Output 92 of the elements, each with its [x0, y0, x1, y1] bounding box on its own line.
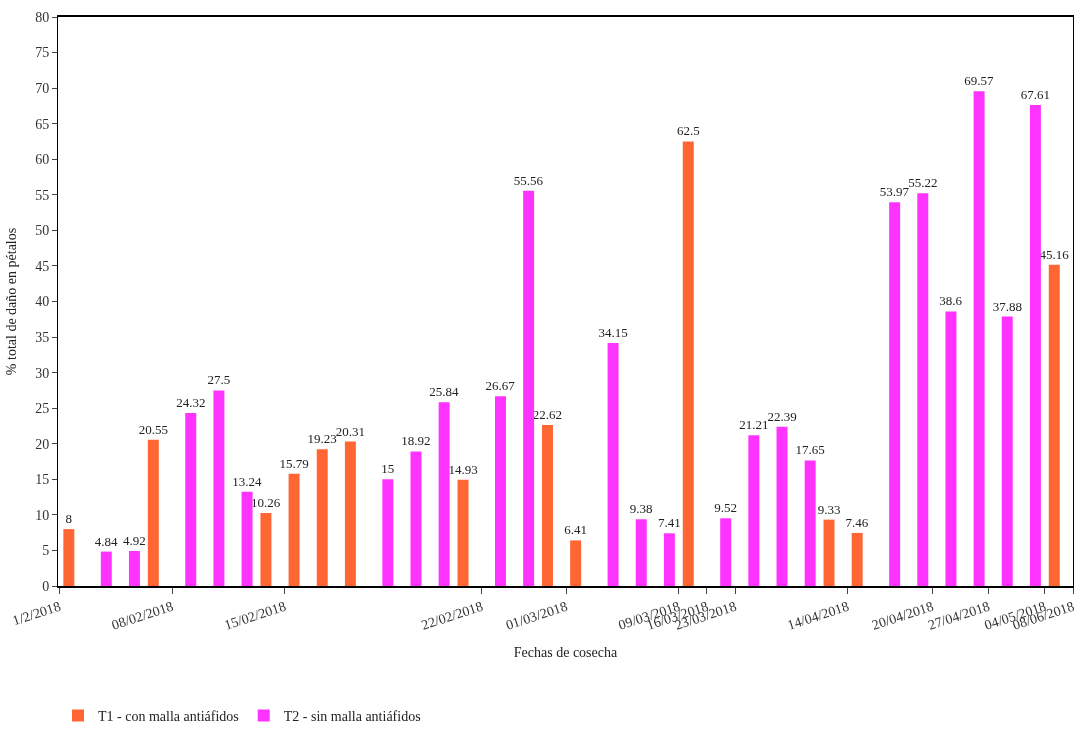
data-label: 8	[65, 511, 73, 527]
data-label: 62.5	[676, 123, 700, 139]
bar	[1001, 316, 1013, 586]
y-tick-label: 25	[35, 401, 50, 417]
y-tick-label: 80	[35, 9, 50, 25]
y-tick-label: 20	[35, 436, 50, 452]
data-label: 9.52	[714, 500, 738, 516]
y-tick-label: 75	[35, 45, 50, 61]
bar	[316, 449, 328, 586]
bar	[147, 439, 159, 586]
y-tick-label: 45	[35, 258, 50, 274]
x-axis-title: Fechas de cosecha	[513, 644, 618, 660]
bar	[382, 479, 394, 586]
bar	[1029, 105, 1041, 586]
bar	[889, 202, 901, 586]
bar	[410, 451, 422, 586]
bar	[438, 402, 450, 586]
data-label: 34.15	[598, 325, 628, 341]
bar	[1048, 264, 1060, 586]
bar	[917, 193, 929, 586]
data-label: 19.23	[307, 431, 337, 447]
data-label: 13.24	[232, 473, 262, 489]
legend-label: T2 - sin malla antiáfidos	[283, 708, 421, 724]
data-label: 55.56	[513, 172, 544, 188]
bar	[457, 479, 469, 586]
data-label: 53.97	[879, 184, 910, 200]
bar	[213, 390, 225, 586]
data-label: 7.46	[845, 514, 869, 530]
y-tick-label: 70	[35, 81, 50, 97]
data-label: 55.22	[908, 175, 938, 191]
bar	[720, 518, 732, 586]
data-label: 37.88	[992, 298, 1022, 314]
bar	[288, 473, 300, 586]
data-label: 4.92	[123, 533, 146, 549]
y-tick-label: 65	[35, 116, 50, 132]
legend-label: T1 - con malla antiáfidos	[98, 708, 239, 724]
y-tick-label: 60	[35, 152, 50, 168]
bar	[241, 491, 253, 586]
y-tick-label: 40	[35, 294, 50, 310]
y-tick-label: 50	[35, 223, 50, 239]
data-label: 6.41	[564, 522, 588, 538]
y-tick-label: 0	[42, 578, 50, 594]
data-label: 4.84	[94, 533, 118, 549]
data-label: 18.92	[401, 433, 431, 449]
data-label: 25.84	[429, 384, 460, 400]
x-tick-label: 1/2/2018	[10, 598, 63, 629]
bar	[776, 426, 788, 586]
data-label: 15	[381, 461, 395, 477]
bar	[607, 343, 619, 586]
data-label: 27.5	[207, 372, 231, 388]
bar	[748, 435, 760, 586]
data-label: 24.32	[176, 395, 206, 411]
bar	[344, 441, 356, 586]
data-label: 67.61	[1020, 87, 1051, 103]
data-label: 7.41	[658, 515, 681, 531]
bar	[635, 519, 647, 586]
data-label: 15.79	[279, 455, 309, 471]
bar	[823, 519, 835, 586]
bar	[663, 533, 675, 586]
data-label: 26.67	[485, 378, 516, 394]
bar	[63, 529, 75, 586]
data-label: 9.38	[629, 501, 653, 517]
bar	[851, 532, 863, 586]
data-label: 17.65	[795, 442, 825, 458]
data-label: 22.39	[767, 408, 797, 424]
bar	[541, 425, 553, 586]
bar	[100, 551, 112, 586]
data-label: 9.33	[817, 501, 841, 517]
bar	[570, 540, 582, 586]
data-label: 69.57	[964, 73, 994, 89]
data-label: 20.55	[138, 421, 168, 437]
bar	[804, 460, 816, 586]
bar	[973, 91, 985, 586]
y-tick-label: 10	[35, 507, 50, 523]
y-tick-label: 55	[35, 187, 50, 203]
data-label: 38.6	[939, 293, 963, 309]
data-label: 20.31	[335, 423, 366, 439]
data-label: 10.26	[251, 495, 281, 511]
y-tick-label: 5	[42, 543, 50, 559]
bar	[945, 311, 957, 586]
y-tick-label: 35	[35, 329, 50, 345]
y-axis-title: % total de daño en pétalos	[3, 227, 19, 376]
bar	[523, 190, 535, 586]
bar	[260, 513, 272, 586]
bar	[185, 413, 197, 586]
data-label: 22.62	[532, 407, 563, 423]
bar	[128, 551, 140, 586]
y-tick-label: 15	[35, 472, 50, 488]
y-tick-label: 30	[35, 365, 50, 381]
bar	[682, 141, 694, 586]
data-label: 21.21	[739, 417, 769, 433]
bar	[494, 396, 506, 586]
